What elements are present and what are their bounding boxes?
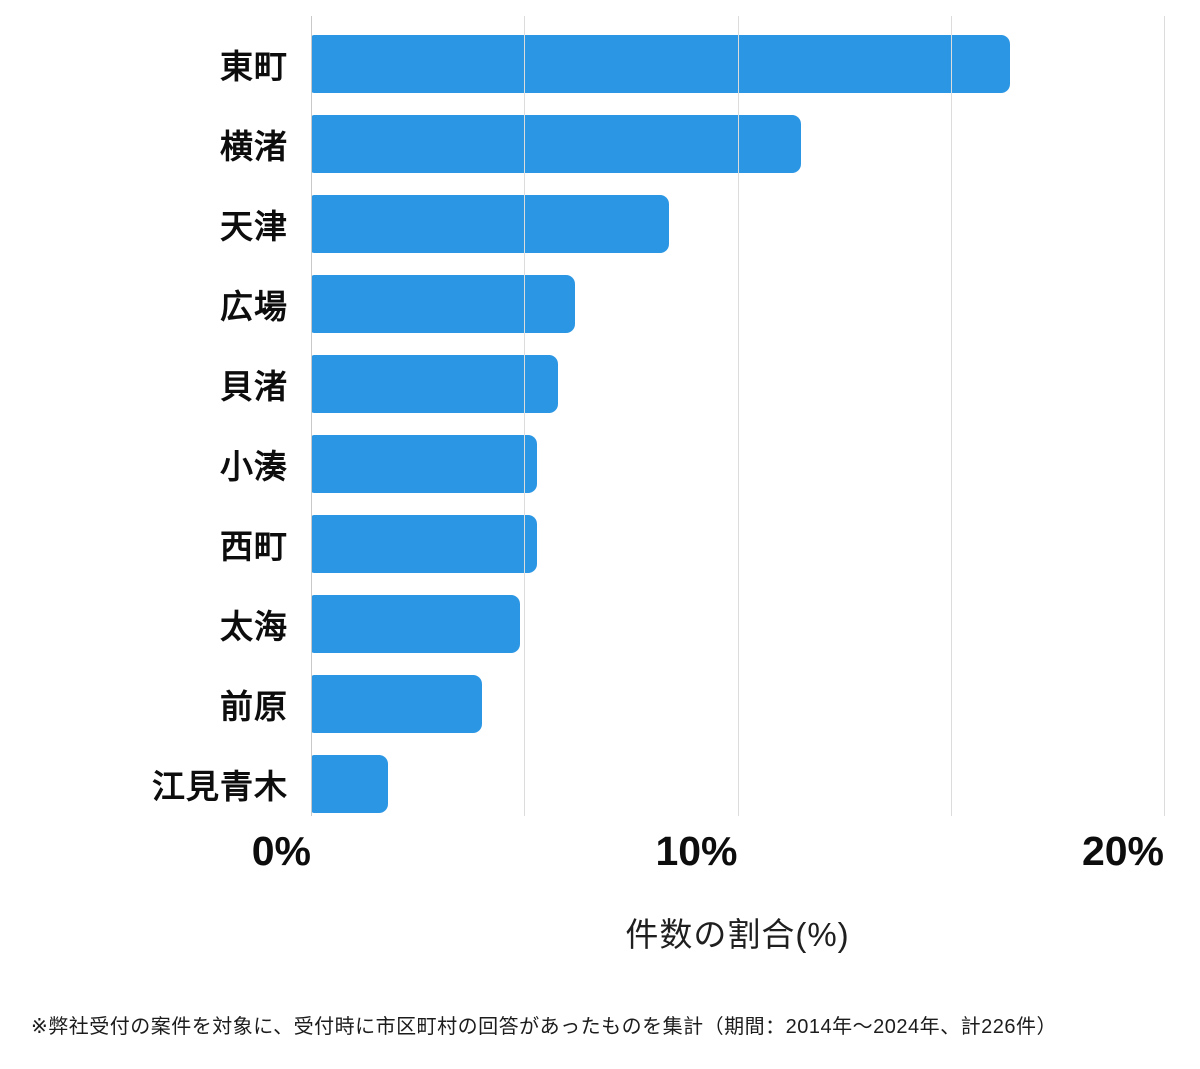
bar	[311, 115, 802, 173]
category-label: 太海	[220, 608, 288, 645]
bar-row: 江見青木	[0, 744, 1200, 824]
bar-row: 太海	[0, 584, 1200, 664]
bar-rows-container: 東町横渚天津広場貝渚小湊西町太海前原江見青木	[0, 24, 1200, 824]
gridline	[524, 16, 526, 816]
category-label: 広場	[220, 288, 288, 325]
bar-row: 小湊	[0, 424, 1200, 504]
category-label: 天津	[220, 208, 288, 245]
bar-row: 西町	[0, 504, 1200, 584]
bar	[311, 355, 559, 413]
bar	[311, 515, 538, 573]
bar-row: 東町	[0, 24, 1200, 104]
category-label: 江見青木	[152, 768, 288, 805]
gridline	[737, 16, 739, 816]
category-label: 西町	[220, 528, 288, 565]
category-label: 小湊	[220, 448, 288, 485]
x-tick-label: 20%	[1081, 828, 1164, 874]
category-label: 東町	[220, 48, 288, 85]
bar	[311, 195, 670, 253]
bar	[311, 755, 388, 813]
gridline	[950, 16, 952, 816]
bar	[311, 35, 1011, 93]
bar	[311, 275, 576, 333]
bar-chart-plot-area: 東町横渚天津広場貝渚小湊西町太海前原江見青木	[0, 16, 1200, 824]
category-label: 横渚	[220, 128, 288, 165]
x-axis-title: 件数の割合(%)	[625, 916, 850, 953]
x-tick-label: 0%	[251, 828, 311, 874]
bar	[311, 435, 538, 493]
bar-row: 前原	[0, 664, 1200, 744]
bar-row: 横渚	[0, 104, 1200, 184]
bar-row: 広場	[0, 264, 1200, 344]
bar	[311, 595, 520, 653]
x-tick-label: 10%	[655, 828, 738, 874]
bar	[311, 675, 482, 733]
chart-footnote: ※弊社受付の案件を対象に、受付時に市区町村の回答があったものを集計（期間：201…	[31, 1016, 1058, 1038]
gridline	[1164, 16, 1165, 816]
y-axis-line	[311, 16, 312, 816]
bar-row: 貝渚	[0, 344, 1200, 424]
category-label: 前原	[220, 688, 288, 725]
bar-row: 天津	[0, 184, 1200, 264]
category-label: 貝渚	[220, 368, 288, 405]
